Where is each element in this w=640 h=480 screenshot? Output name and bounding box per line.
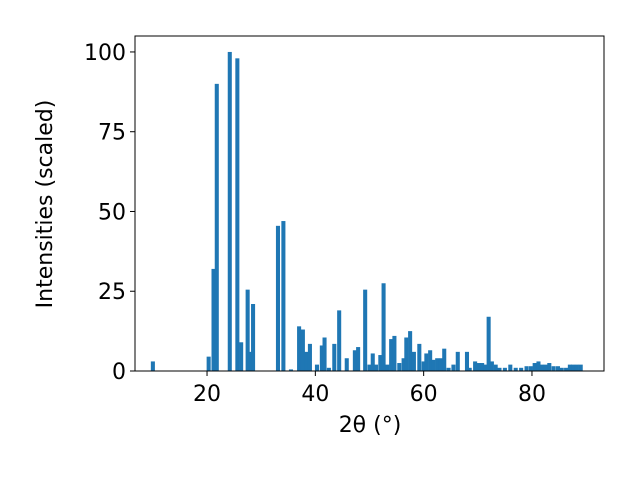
- bar: [344, 358, 349, 371]
- bar: [524, 366, 529, 371]
- x-tick-label: 60: [410, 382, 438, 407]
- bar: [245, 289, 250, 371]
- bar: [326, 367, 331, 371]
- bar: [421, 361, 426, 371]
- bar: [337, 310, 342, 371]
- bar: [408, 331, 413, 371]
- x-tick-label: 80: [518, 382, 546, 407]
- x-axis-label: 2θ (°): [339, 413, 402, 438]
- bar: [508, 364, 513, 371]
- bar: [214, 83, 219, 371]
- bar: [248, 351, 253, 371]
- y-tick-label: 0: [112, 360, 126, 385]
- bar: [571, 364, 576, 371]
- bar: [476, 363, 481, 371]
- bar: [307, 343, 312, 371]
- bar: [352, 350, 357, 371]
- bar: [206, 356, 211, 371]
- bar: [446, 367, 451, 371]
- bar: [385, 364, 390, 371]
- bar: [547, 363, 552, 371]
- bar: [574, 364, 579, 371]
- bar: [519, 367, 524, 371]
- bar: [442, 348, 447, 371]
- bar: [367, 364, 372, 371]
- bar: [417, 343, 422, 371]
- plot-frame: [134, 35, 605, 372]
- bar: [480, 363, 485, 371]
- bar: [467, 367, 472, 371]
- bar: [389, 339, 394, 371]
- bar: [559, 367, 564, 371]
- bar: [435, 358, 440, 371]
- bar: [370, 353, 375, 371]
- bar: [438, 358, 444, 371]
- y-tick-label: 50: [98, 200, 126, 225]
- bar: [239, 342, 244, 371]
- bar: [381, 283, 386, 371]
- bar: [304, 351, 309, 371]
- bar: [288, 369, 294, 371]
- bar: [455, 351, 460, 371]
- bar: [536, 361, 541, 371]
- bar: [543, 364, 548, 371]
- bar: [489, 361, 494, 371]
- bar: [373, 364, 379, 371]
- bar: [473, 361, 478, 371]
- bar: [322, 337, 327, 371]
- x-tick-label: 40: [301, 382, 329, 407]
- x-tick-label: 20: [193, 382, 221, 407]
- bar: [401, 358, 406, 371]
- bar: [227, 51, 232, 371]
- bar: [513, 367, 518, 371]
- bar: [150, 361, 155, 371]
- bar: [411, 351, 416, 371]
- bar: [235, 58, 240, 371]
- bar: [297, 326, 302, 371]
- bar: [497, 367, 502, 371]
- bar: [483, 364, 488, 371]
- bar: [539, 364, 544, 371]
- bar: [567, 364, 572, 371]
- bar: [378, 355, 383, 371]
- bar: [397, 363, 402, 371]
- bar: [486, 316, 491, 371]
- bar: [493, 364, 498, 371]
- bar: [428, 350, 433, 371]
- y-tick-label: 100: [84, 41, 126, 66]
- bar: [319, 345, 324, 371]
- bar: [251, 304, 256, 371]
- bar: [211, 268, 216, 371]
- bar: [528, 366, 533, 371]
- bar: [300, 329, 305, 371]
- bar: [275, 225, 281, 371]
- bar: [424, 353, 429, 371]
- bar: [392, 335, 397, 371]
- bar: [464, 351, 470, 371]
- bar: [332, 343, 337, 371]
- bar: [502, 367, 507, 371]
- bar: [551, 366, 556, 371]
- bar: [555, 366, 560, 371]
- bar: [532, 363, 537, 371]
- bar: [356, 347, 361, 371]
- bar: [564, 367, 569, 371]
- bar: [314, 364, 319, 371]
- bar: [404, 337, 409, 371]
- bar: [578, 364, 583, 371]
- y-tick-label: 25: [98, 280, 126, 305]
- bar: [363, 289, 368, 371]
- y-tick-label: 75: [98, 121, 126, 146]
- bar: [431, 359, 436, 371]
- y-axis-label: Intensities (scaled): [33, 100, 58, 309]
- bar: [281, 221, 286, 371]
- bar: [451, 364, 456, 371]
